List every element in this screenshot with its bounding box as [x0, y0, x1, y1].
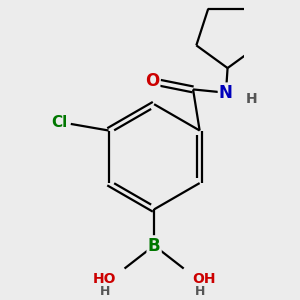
Text: O: O — [145, 72, 159, 90]
Text: H: H — [100, 285, 110, 298]
Text: OH: OH — [192, 272, 215, 286]
Text: N: N — [219, 84, 233, 102]
Text: B: B — [148, 236, 161, 254]
Text: H: H — [195, 285, 205, 298]
Text: Cl: Cl — [51, 115, 68, 130]
Text: HO: HO — [93, 272, 116, 286]
Text: H: H — [246, 92, 257, 106]
